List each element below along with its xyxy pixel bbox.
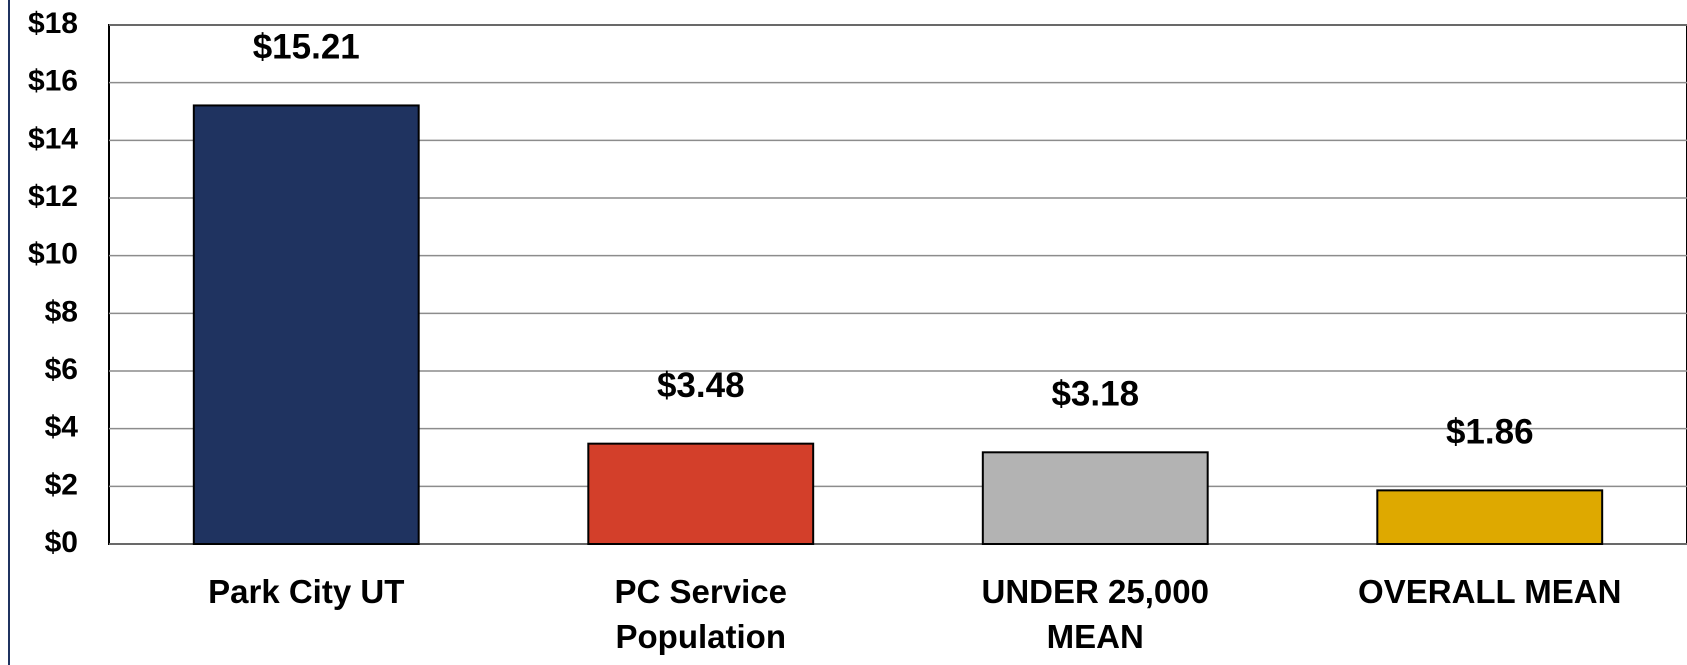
x-tick-label: OVERALL MEAN xyxy=(1358,573,1622,610)
y-tick-label: $14 xyxy=(28,122,78,155)
y-tick-label: $0 xyxy=(45,526,78,559)
value-label: $15.21 xyxy=(253,28,360,67)
y-tick-label: $6 xyxy=(45,353,78,386)
y-tick-label: $10 xyxy=(28,238,78,271)
y-tick-label: $8 xyxy=(45,295,78,328)
value-label: $3.48 xyxy=(657,366,745,405)
bar xyxy=(1376,489,1604,545)
value-label: $3.18 xyxy=(1051,375,1139,414)
x-tick-label-box: OVERALL MEAN xyxy=(1358,573,1622,610)
bar xyxy=(192,104,420,545)
y-tick-label: $16 xyxy=(28,65,78,98)
y-tick-label: $2 xyxy=(45,468,78,501)
bar xyxy=(981,451,1209,545)
y-tick-label: $4 xyxy=(45,411,79,444)
bar xyxy=(587,442,815,545)
x-tick-label-box: Park City UT xyxy=(208,573,405,610)
y-tick-label: $18 xyxy=(28,7,78,40)
x-tick-label: PC Service Population xyxy=(614,573,787,655)
x-tick-label: Park City UT xyxy=(208,573,405,610)
x-tick-label-box: PC Service Population xyxy=(614,573,787,655)
value-label: $1.86 xyxy=(1446,413,1534,452)
x-tick-label: UNDER 25,000 MEAN xyxy=(981,573,1209,655)
x-tick-label-box: UNDER 25,000 MEAN xyxy=(981,573,1209,655)
y-tick-label: $12 xyxy=(28,180,78,213)
